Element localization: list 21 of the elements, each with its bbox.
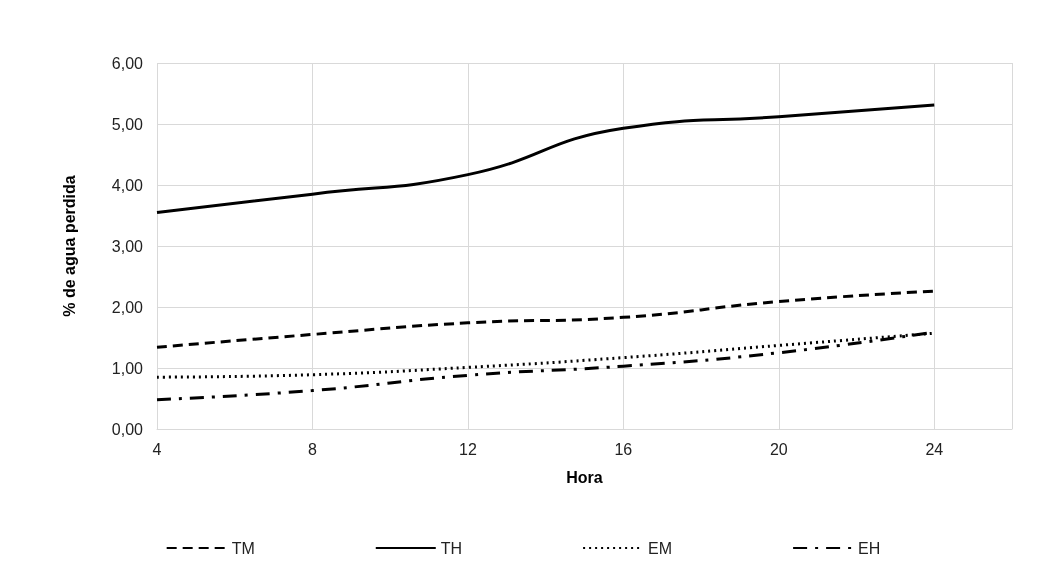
x-tick-label: 24	[925, 440, 944, 458]
y-tick-label: 1,00	[111, 359, 144, 377]
x-axis-title: Hora	[566, 468, 603, 486]
legend-label: EH	[858, 539, 881, 557]
y-tick-label: 3,00	[111, 237, 144, 255]
legend-label: TM	[231, 539, 255, 557]
y-axis-title: % de agua perdida	[60, 175, 78, 317]
legend-label: EM	[648, 539, 673, 557]
y-tick-label: 2,00	[111, 298, 144, 316]
legend-label: TH	[440, 539, 463, 557]
y-tick-label: 6,00	[111, 54, 144, 72]
x-tick-label: 12	[459, 440, 477, 458]
y-tick-label: 0,00	[111, 420, 144, 438]
line-series	[155, 103, 936, 214]
line-series	[155, 289, 936, 349]
x-tick-label: 4	[152, 440, 162, 458]
x-tick-label: 8	[308, 440, 317, 458]
y-tick-label: 4,00	[111, 176, 144, 194]
x-tick-label: 20	[769, 440, 788, 458]
x-tick-label: 16	[614, 440, 633, 458]
y-tick-label: 5,00	[111, 115, 144, 133]
